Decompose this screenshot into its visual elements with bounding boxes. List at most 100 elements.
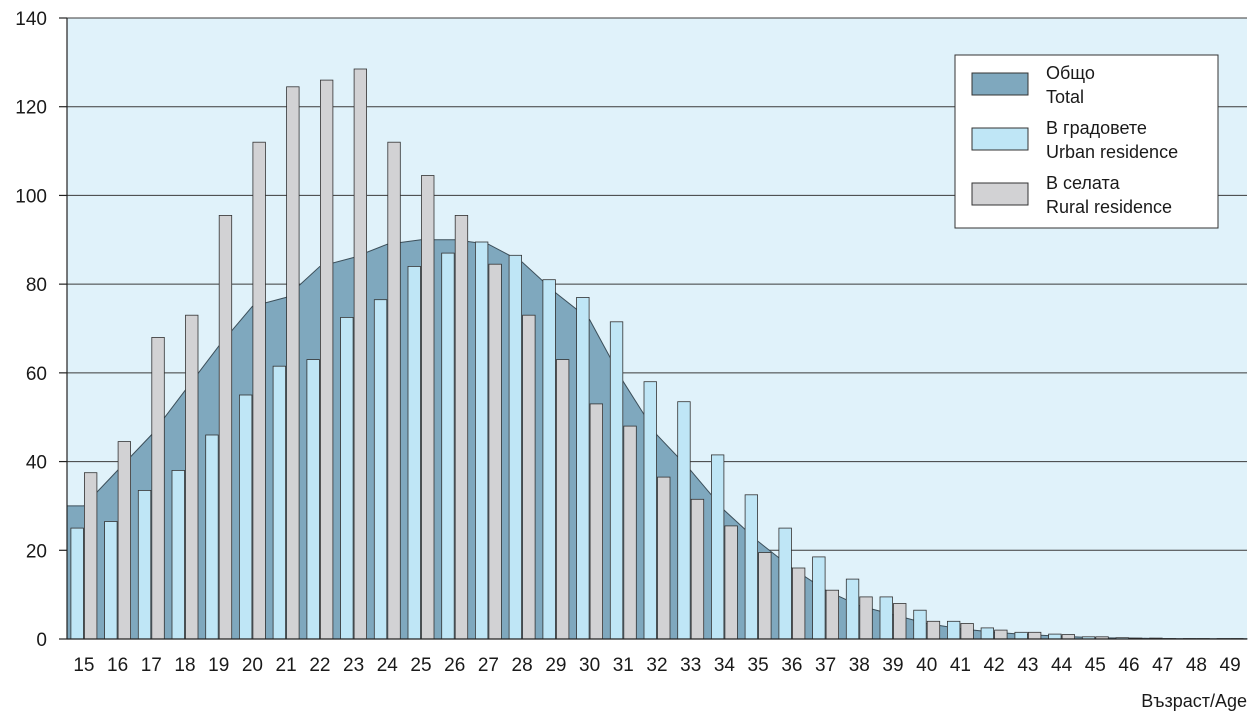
y-tick-label-0: 0 [36, 630, 47, 651]
legend-label-en: Urban residence [1046, 142, 1178, 162]
bar-urban-29 [542, 279, 556, 640]
x-tick-label-19: 19 [208, 655, 229, 676]
bar-rural-29 [556, 359, 570, 640]
y-tick-label-40: 40 [26, 453, 47, 474]
x-tick-label-42: 42 [984, 655, 1005, 676]
bar-rural-24 [387, 141, 401, 640]
x-tick-label-48: 48 [1186, 655, 1207, 676]
y-tick-label-140: 140 [15, 9, 47, 30]
bar-urban-42 [980, 627, 994, 640]
bar-urban-27 [474, 241, 489, 640]
bar-rural-17 [151, 336, 165, 640]
bar-rural-40 [926, 620, 941, 640]
x-tick-label-23: 23 [343, 655, 364, 676]
bar-rural-23 [353, 68, 368, 640]
bar-urban-22 [306, 359, 320, 640]
x-axis-title: Възраст/Age [1141, 691, 1247, 711]
bar-urban-40 [913, 609, 927, 640]
x-tick-label-43: 43 [1017, 655, 1038, 676]
x-tick-label-33: 33 [680, 655, 701, 676]
x-tick-label-39: 39 [882, 655, 903, 676]
x-tick-label-35: 35 [748, 655, 769, 676]
legend-label-bg: В селата [1046, 173, 1121, 193]
x-tick-label-34: 34 [714, 655, 736, 676]
bar-urban-23 [340, 316, 354, 640]
bar-rural-15 [84, 472, 98, 640]
bar-urban-24 [373, 299, 388, 640]
bar-rural-27 [488, 263, 502, 640]
bar-urban-33 [677, 401, 691, 640]
y-tick-label-80: 80 [26, 275, 47, 296]
bar-urban-38 [845, 578, 860, 640]
bar-rural-44 [1061, 634, 1075, 640]
legend-label-bg: Общо [1046, 63, 1095, 83]
bar-urban-18 [171, 469, 185, 640]
bar-urban-19 [205, 434, 219, 640]
bar-urban-15 [70, 527, 84, 640]
bar-rural-34 [724, 525, 738, 640]
x-tick-label-45: 45 [1085, 655, 1106, 676]
bar-rural-37 [825, 589, 839, 640]
x-tick-label-37: 37 [815, 655, 836, 676]
bar-rural-31 [623, 425, 637, 640]
bar-urban-21 [272, 365, 287, 640]
bar-urban-35 [744, 494, 758, 640]
bar-rural-38 [859, 596, 873, 640]
bar-urban-20 [238, 394, 253, 640]
x-tick-label-44: 44 [1051, 655, 1073, 676]
bar-rural-33 [690, 498, 705, 640]
legend-swatch-rural-residence [971, 182, 1029, 206]
x-tick-label-22: 22 [309, 655, 330, 676]
bar-urban-37 [812, 556, 826, 640]
legend-label-bg: В градовете [1046, 118, 1147, 138]
bar-rural-20 [252, 141, 266, 640]
bar-urban-43 [1014, 631, 1028, 640]
bar-urban-26 [441, 252, 455, 640]
x-tick-label-31: 31 [613, 655, 634, 676]
x-tick-label-32: 32 [646, 655, 667, 676]
x-tick-label-41: 41 [950, 655, 971, 676]
bar-urban-36 [778, 527, 792, 640]
x-tick-label-49: 49 [1220, 655, 1241, 676]
x-tick-label-38: 38 [849, 655, 870, 676]
bar-urban-17 [137, 489, 152, 640]
bar-urban-39 [879, 596, 893, 640]
bar-rural-43 [1028, 631, 1042, 640]
x-tick-label-27: 27 [478, 655, 499, 676]
x-tick-label-36: 36 [781, 655, 802, 676]
x-tick-label-20: 20 [242, 655, 263, 676]
bar-urban-44 [1048, 633, 1062, 640]
x-tick-labels: 15 16 17 18 19 20 21 22 23 24 25 26 27 28 29 30 31 32 33 34… [73, 655, 1240, 676]
bar-rural-35 [758, 552, 772, 640]
x-tick-label-25: 25 [410, 655, 431, 676]
x-tick-label-40: 40 [916, 655, 937, 676]
y-tick-labels: 0 20 40 60 80 100 120 140 [15, 9, 47, 651]
axes [59, 17, 1247, 640]
bar-urban-31 [609, 321, 624, 640]
bar-rural-22 [319, 79, 334, 640]
bar-rural-41 [960, 623, 974, 640]
legend-label-en: Rural residence [1046, 197, 1172, 217]
y-tick-label-100: 100 [15, 186, 47, 207]
legend: Общо Total В градовете Urban residence В сел… [954, 54, 1219, 229]
y-tick-label-120: 120 [15, 98, 47, 119]
bar-urban-41 [947, 620, 961, 640]
bar-urban-30 [576, 296, 590, 640]
bar-rural-39 [893, 603, 907, 640]
legend-swatch-total [971, 72, 1029, 96]
bar-urban-34 [711, 454, 725, 640]
legend-swatch-urban-residence [971, 127, 1029, 151]
bar-urban-32 [643, 381, 657, 640]
y-tick-label-20: 20 [26, 541, 47, 562]
bar-rural-32 [657, 476, 671, 640]
legend-items: Общо Total В градовете Urban residence В сел… [971, 63, 1178, 217]
y-tick-label-60: 60 [26, 364, 47, 385]
bar-rural-26 [454, 214, 469, 640]
bar-rural-25 [421, 175, 435, 640]
bar-rural-42 [994, 629, 1008, 640]
bar-rural-21 [286, 86, 300, 640]
bar-rural-19 [218, 214, 233, 640]
x-tick-label-24: 24 [377, 655, 399, 676]
bar-urban-28 [508, 254, 523, 640]
